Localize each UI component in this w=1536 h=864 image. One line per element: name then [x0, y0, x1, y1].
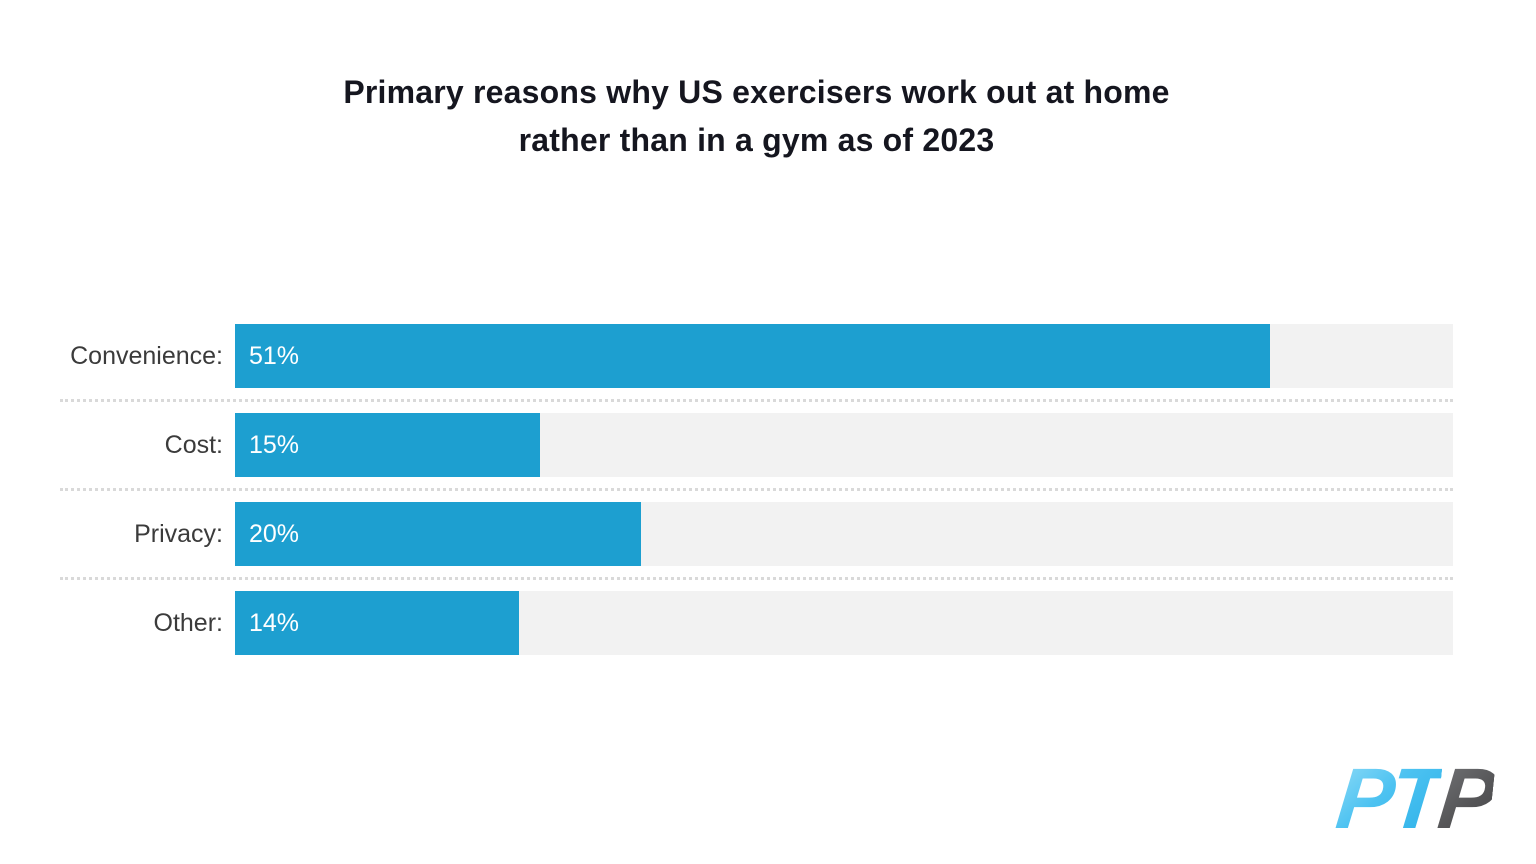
chart-row: Privacy: 20% [60, 491, 1453, 580]
value-label: 14% [249, 608, 300, 637]
bar: 51% [235, 324, 1271, 388]
chart-row: Other: 14% [60, 580, 1453, 666]
bar-track: 20% [235, 502, 1453, 566]
chart-title-line-2: rather than in a gym as of 2023 [518, 122, 995, 158]
category-label: Other: [153, 608, 223, 637]
bar-track: 51% [235, 324, 1453, 388]
bar-track: 15% [235, 413, 1453, 477]
value-label: 15% [249, 430, 300, 459]
chart-title: Primary reasons why US exercisers work o… [60, 68, 1453, 164]
category-label: Cost: [164, 430, 223, 459]
category-label: Convenience: [70, 341, 223, 370]
ptp-logo-pt: PT [1331, 751, 1444, 847]
ptp-logo: PTP [1332, 751, 1497, 847]
chart-rows: Convenience: 51% Cost: 15% Privacy: 20% Other:… [60, 313, 1453, 666]
bar: 15% [235, 413, 540, 477]
chart-title-line-1: Primary reasons why US exercisers work o… [343, 74, 1170, 110]
chart-row: Convenience: 51% [60, 313, 1453, 402]
chart-row: Cost: 15% [60, 402, 1453, 491]
bar: 20% [235, 502, 641, 566]
value-label: 51% [249, 341, 300, 370]
bar: 14% [235, 591, 520, 655]
value-label: 20% [249, 519, 300, 548]
category-label: Privacy: [134, 519, 223, 548]
bar-track: 14% [235, 591, 1453, 655]
ptp-logo-p: P [1433, 751, 1498, 847]
